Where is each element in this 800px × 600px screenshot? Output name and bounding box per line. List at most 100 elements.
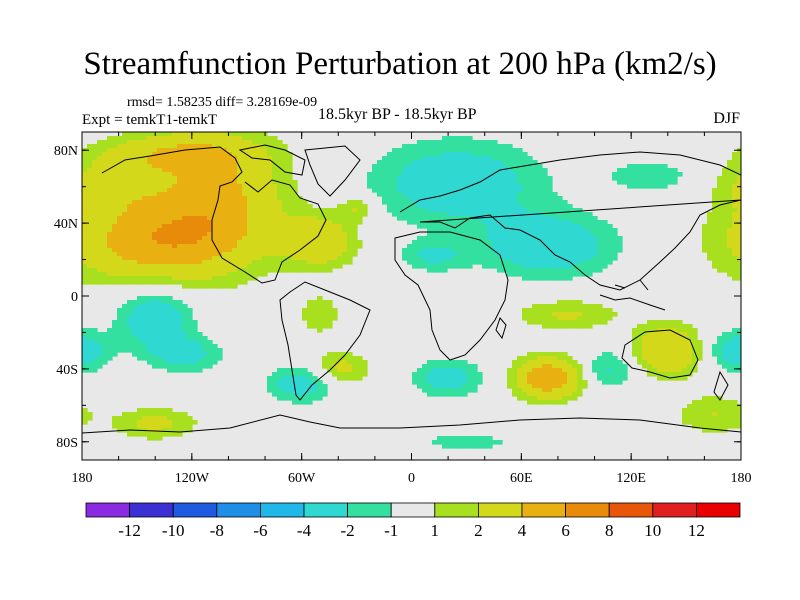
contour-cell <box>307 312 313 317</box>
contour-cell <box>277 220 283 225</box>
contour-cell <box>222 164 228 169</box>
contour-cell <box>182 264 188 269</box>
contour-cell <box>712 420 718 425</box>
period-label: 18.5kyr BP - 18.5kyr BP <box>318 106 477 123</box>
contour-cell <box>172 228 178 233</box>
contour-cell <box>447 364 453 369</box>
contour-cell <box>567 236 573 241</box>
contour-cell <box>162 232 168 237</box>
contour-cell <box>287 372 293 377</box>
contour-cell <box>522 316 528 321</box>
contour-cell <box>327 320 333 325</box>
contour-cell <box>282 216 288 221</box>
contour-cell <box>552 380 558 385</box>
contour-cell <box>102 352 108 357</box>
contour-cell <box>92 344 98 349</box>
contour-cell <box>467 244 473 249</box>
contour-cell <box>102 208 108 213</box>
contour-cell <box>167 408 173 413</box>
contour-cell <box>287 260 293 265</box>
contour-cell <box>202 148 208 153</box>
contour-cell <box>727 216 733 221</box>
contour-cell <box>447 232 453 237</box>
contour-cell <box>307 260 313 265</box>
contour-cell <box>217 136 223 141</box>
contour-cell <box>192 364 198 369</box>
contour-cell <box>257 180 263 185</box>
contour-cell <box>577 228 583 233</box>
contour-cell <box>537 232 543 237</box>
contour-cell <box>302 252 308 257</box>
contour-cell <box>352 212 358 217</box>
contour-cell <box>472 368 478 373</box>
contour-cell <box>192 268 198 273</box>
contour-cell <box>597 308 603 313</box>
contour-cell <box>122 424 128 429</box>
contour-cell <box>607 352 613 357</box>
contour-cell <box>557 388 563 393</box>
contour-cell <box>207 356 213 361</box>
contour-cell <box>97 352 103 357</box>
contour-cell <box>142 332 148 337</box>
contour-cell <box>682 360 688 365</box>
contour-cell <box>477 168 483 173</box>
x-tick-label: 180 <box>72 471 93 486</box>
contour-cell <box>202 172 208 177</box>
contour-cell <box>722 412 728 417</box>
contour-cell <box>597 316 603 321</box>
contour-cell <box>102 332 108 337</box>
contour-cell <box>102 148 108 153</box>
contour-cell <box>332 372 338 377</box>
contour-cell <box>172 168 178 173</box>
contour-cell <box>167 324 173 329</box>
contour-cell <box>582 316 588 321</box>
contour-cell <box>527 248 533 253</box>
contour-cell <box>557 224 563 229</box>
contour-cell <box>427 240 433 245</box>
contour-cell <box>227 204 233 209</box>
contour-cell <box>302 228 308 233</box>
contour-cell <box>252 148 258 153</box>
contour-cell <box>297 252 303 257</box>
contour-cell <box>197 168 203 173</box>
contour-cell <box>277 376 283 381</box>
contour-cell <box>552 376 558 381</box>
contour-cell <box>82 168 88 173</box>
contour-cell <box>387 208 393 213</box>
contour-cell <box>232 256 238 261</box>
contour-cell <box>92 148 98 153</box>
contour-cell <box>372 180 378 185</box>
contour-cell <box>467 196 473 201</box>
contour-cell <box>377 184 383 189</box>
contour-cell <box>117 176 123 181</box>
contour-cell <box>167 232 173 237</box>
contour-cell <box>237 280 243 285</box>
contour-cell <box>532 316 538 321</box>
contour-cell <box>167 280 173 285</box>
contour-cell <box>462 380 468 385</box>
contour-cell <box>437 164 443 169</box>
contour-cell <box>627 164 633 169</box>
contour-cell <box>122 416 128 421</box>
contour-cell <box>557 244 563 249</box>
contour-cell <box>557 368 563 373</box>
contour-cell <box>612 372 618 377</box>
contour-cell <box>727 404 733 409</box>
contour-cell <box>602 320 608 325</box>
contour-cell <box>162 136 168 141</box>
contour-cell <box>127 320 133 325</box>
contour-cell <box>527 276 533 281</box>
contour-cell <box>457 372 463 377</box>
contour-cell <box>547 268 553 273</box>
contour-cell <box>737 192 741 197</box>
contour-cell <box>452 144 458 149</box>
contour-cell <box>177 432 183 437</box>
contour-cell <box>92 240 98 245</box>
contour-cell <box>287 164 293 169</box>
contour-cell <box>222 176 228 181</box>
contour-cell <box>582 308 588 313</box>
contour-cell <box>267 252 273 257</box>
contour-cell <box>547 204 553 209</box>
contour-cell <box>657 324 663 329</box>
contour-cell <box>347 208 353 213</box>
